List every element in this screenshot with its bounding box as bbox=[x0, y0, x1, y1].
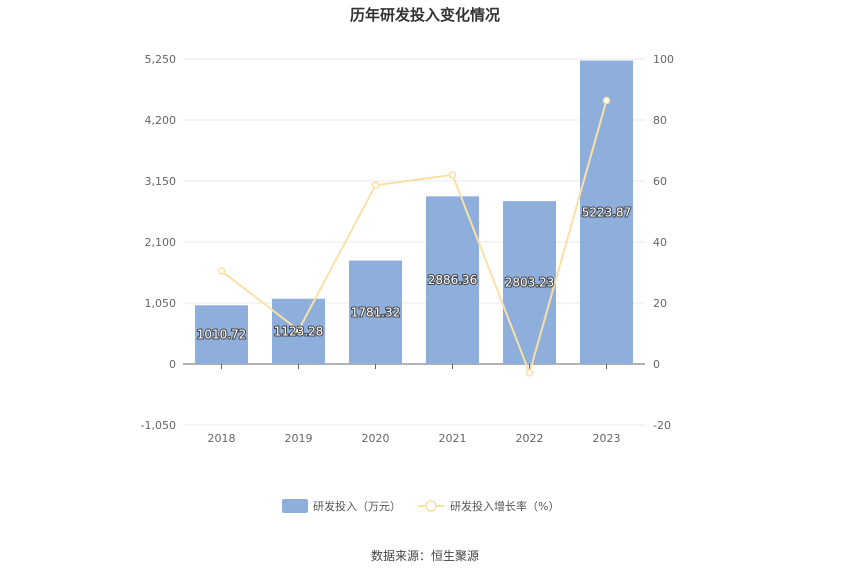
right-tick-label: 40 bbox=[653, 236, 667, 249]
bar bbox=[426, 196, 479, 364]
grid bbox=[183, 58, 645, 426]
left-tick-label: 5,250 bbox=[145, 53, 177, 66]
data-labels: 1010.72 1123.28 1781.32 2886.36 2803.23 5223.… bbox=[196, 204, 633, 342]
right-tick-label: -20 bbox=[653, 419, 671, 432]
x-axis: 2018 2019 2020 2021 2022 2023 bbox=[208, 364, 621, 445]
left-tick-label: 1,050 bbox=[145, 297, 177, 310]
legend[interactable]: 研发投入（万元） 研发投入增长率（%） bbox=[282, 499, 559, 513]
bar-data-label: 1781.32 bbox=[351, 305, 401, 319]
left-tick-label: 4,200 bbox=[145, 114, 177, 127]
right-tick-label: 20 bbox=[653, 297, 667, 310]
line-point bbox=[371, 181, 380, 190]
line-series bbox=[217, 96, 611, 377]
x-tick-label: 2023 bbox=[593, 432, 621, 445]
bar bbox=[503, 201, 556, 364]
right-axis: -20 0 20 40 60 80 100 bbox=[653, 53, 674, 432]
bar bbox=[580, 60, 633, 364]
bar-data-label: 1010.72 bbox=[197, 328, 247, 342]
legend-bar-label: 研发投入（万元） bbox=[313, 499, 401, 513]
legend-line-label: 研发投入增长率（%） bbox=[450, 499, 559, 513]
left-tick-label: 3,150 bbox=[145, 175, 177, 188]
growth-rate-line bbox=[220, 100, 608, 376]
right-tick-label: 80 bbox=[653, 114, 667, 127]
x-tick-label: 2021 bbox=[439, 432, 467, 445]
bar-data-label: 2803.23 bbox=[505, 276, 555, 290]
x-tick-label: 2019 bbox=[285, 432, 313, 445]
legend-bar-swatch bbox=[282, 499, 308, 513]
left-tick-label: -1,050 bbox=[141, 419, 176, 432]
data-source: 数据来源：恒生聚源 bbox=[371, 548, 479, 563]
left-tick-label: 2,100 bbox=[145, 236, 177, 249]
line-point bbox=[525, 369, 534, 377]
bar-data-label: 2886.36 bbox=[428, 273, 478, 287]
line-point bbox=[448, 171, 457, 179]
chart-title: 历年研发投入变化情况 bbox=[350, 6, 500, 24]
bar-data-label: 5223.87 bbox=[582, 205, 632, 219]
bar-data-label: 1123.28 bbox=[274, 324, 324, 338]
line-point bbox=[217, 267, 226, 275]
x-tick-label: 2018 bbox=[208, 432, 236, 445]
right-tick-label: 60 bbox=[653, 175, 667, 188]
x-tick-label: 2020 bbox=[362, 432, 390, 445]
right-tick-label: 100 bbox=[653, 53, 674, 66]
left-tick-label: 0 bbox=[169, 358, 176, 371]
bar bbox=[195, 305, 248, 364]
legend-line-marker bbox=[425, 500, 437, 512]
line-point bbox=[602, 96, 611, 105]
bar bbox=[349, 260, 402, 364]
x-tick-label: 2022 bbox=[516, 432, 544, 445]
left-axis: -1,050 0 1,050 2,100 3,150 4,200 5,250 bbox=[141, 53, 176, 432]
bar-series bbox=[195, 60, 633, 364]
line-point bbox=[294, 326, 303, 334]
right-tick-label: 0 bbox=[653, 358, 660, 371]
